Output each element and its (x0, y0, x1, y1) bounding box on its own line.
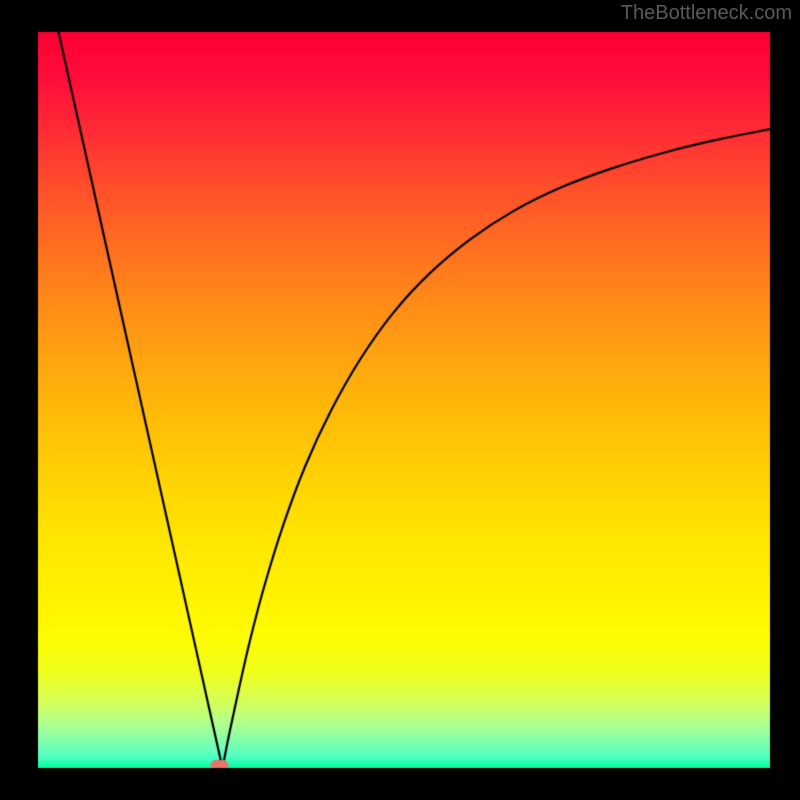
watermark-label: TheBottleneck.com (621, 2, 792, 25)
bottleneck-chart-canvas (0, 0, 800, 800)
chart-container: TheBottleneck.com (0, 0, 800, 800)
